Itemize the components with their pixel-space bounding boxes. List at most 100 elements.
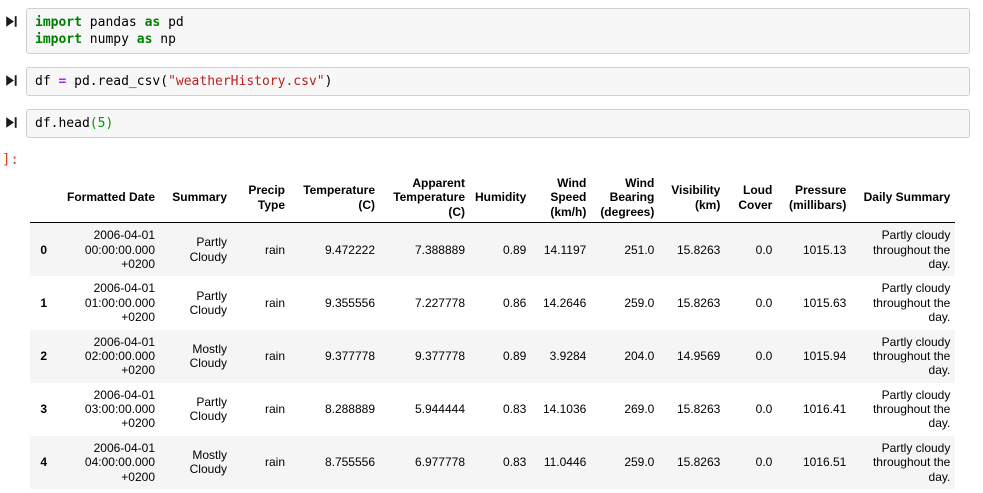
- column-header-apparent-temperature: Apparent Temperature (C): [380, 173, 470, 224]
- column-header-formatted-date: Formatted Date: [52, 173, 160, 224]
- table-row: 1 2006-04-01 01:00:00.000 +0200 Partly C…: [30, 276, 955, 329]
- column-header-visibility: Visibility (km): [659, 173, 726, 224]
- cell-humidity: 0.86: [502, 295, 527, 310]
- cell-daily-summary: Partly cloudy throughout the day.: [872, 334, 951, 378]
- cell-humidity: 0.83: [502, 402, 527, 417]
- table-row: 0 2006-04-01 00:00:00.000 +0200 Partly C…: [30, 222, 956, 277]
- run-cell-icon[interactable]: [5, 15, 18, 28]
- cell-visibility: 14.9569: [676, 348, 721, 363]
- keyword-token: import: [35, 15, 82, 30]
- cell-loud-cover: 0.0: [755, 402, 773, 417]
- index-header: [30, 173, 52, 224]
- cell-pressure: 1016.41: [802, 402, 847, 417]
- code-cell-imports[interactable]: import pandas as pd import numpy as np: [26, 8, 970, 54]
- column-header-daily-summary: Daily Summary: [851, 173, 956, 224]
- code-token: pd.read_csv(: [66, 74, 169, 89]
- cell-precip-type: rain: [264, 402, 285, 417]
- cell-wind-speed: 11.0446: [543, 455, 587, 470]
- code-cell-row-imports: import pandas as pd import numpy as np: [0, 8, 983, 54]
- cell-loud-cover: 0.0: [755, 455, 773, 470]
- cell-summary: Mostly Cloudy: [189, 448, 227, 477]
- cell-temperature: 9.472222: [324, 242, 375, 257]
- code-token: pd: [160, 15, 184, 30]
- row-index: 1: [40, 295, 47, 310]
- code-line: df = pd.read_csv("weatherHistory.csv"): [35, 73, 961, 90]
- code-token: df: [35, 74, 59, 89]
- cell-prompt-area: [0, 109, 26, 129]
- dataframe-table: Formatted Date Summary Precip Type Tempe…: [30, 173, 956, 490]
- cell-summary: Partly Cloudy: [189, 288, 227, 317]
- cell-humidity: 0.89: [502, 348, 527, 363]
- cell-temperature: 9.355556: [324, 295, 375, 310]
- code-line: df.head(5): [35, 115, 961, 132]
- cell-visibility: 15.8263: [676, 295, 721, 310]
- cell-pressure: 1015.63: [802, 295, 847, 310]
- code-token: np: [152, 32, 176, 47]
- table-row: 4 2006-04-01 04:00:00.000 +0200 Mostly C…: [30, 435, 956, 490]
- cell-wind-bearing: 204.0: [624, 348, 655, 363]
- row-index: 4: [40, 455, 47, 470]
- cell-loud-cover: 0.0: [755, 295, 773, 310]
- column-header-humidity: Humidity: [470, 173, 532, 224]
- cell-visibility: 15.8263: [676, 455, 721, 470]
- column-header-precip-type: Precip Type: [232, 173, 290, 224]
- column-header-loud-cover: Loud Cover: [725, 173, 778, 224]
- row-index: 0: [40, 242, 47, 257]
- cell-wind-bearing: 259.0: [624, 455, 655, 470]
- string-token: "weatherHistory.csv": [168, 74, 325, 89]
- cell-prompt-area: [0, 8, 26, 28]
- cell-formatted-date: 2006-04-01 03:00:00.000 +0200: [84, 387, 155, 431]
- cell-humidity: 0.83: [502, 455, 527, 470]
- cell-precip-type: rain: [264, 455, 285, 470]
- code-token: pandas: [81, 15, 145, 30]
- cell-prompt-area: [0, 67, 26, 87]
- cell-formatted-date: 2006-04-01 01:00:00.000 +0200: [84, 281, 155, 325]
- cell-wind-bearing: 259.0: [624, 295, 655, 310]
- cell-pressure: 1015.13: [802, 242, 847, 257]
- code-cell-row-head: df.head(5): [0, 109, 983, 138]
- cell-visibility: 15.8263: [676, 402, 721, 417]
- cell-temperature: 9.377778: [324, 348, 375, 363]
- code-line: import pandas as pd: [35, 14, 961, 31]
- column-header-wind-speed: Wind Speed (km/h): [531, 173, 592, 224]
- keyword-token: as: [144, 15, 161, 30]
- cell-wind-speed: 3.9284: [549, 348, 587, 363]
- cell-loud-cover: 0.0: [755, 348, 773, 363]
- output-prompt: ]:: [2, 152, 19, 168]
- cell-precip-type: rain: [264, 295, 285, 310]
- number-token: (5): [89, 116, 114, 131]
- cell-wind-speed: 14.1036: [542, 402, 587, 417]
- cell-apparent-temperature: 5.944444: [414, 402, 465, 417]
- cell-loud-cover: 0.0: [755, 242, 773, 257]
- code-token: ): [324, 74, 333, 89]
- operator-token: =: [58, 74, 67, 89]
- cell-apparent-temperature: 7.227778: [414, 295, 465, 310]
- column-header-temperature: Temperature (C): [290, 173, 380, 224]
- cell-summary: Partly Cloudy: [189, 394, 227, 424]
- row-index: 2: [40, 348, 47, 363]
- run-cell-icon[interactable]: [5, 116, 18, 129]
- cell-summary: Mostly Cloudy: [189, 341, 227, 371]
- column-header-wind-bearing: Wind Bearing (degrees): [591, 173, 660, 224]
- cell-apparent-temperature: 6.977778: [414, 455, 465, 470]
- cell-daily-summary: Partly cloudy throughout the day.: [872, 228, 951, 271]
- cell-temperature: 8.288889: [324, 402, 375, 417]
- code-token: df.head: [35, 116, 90, 131]
- cell-humidity: 0.89: [502, 242, 527, 257]
- code-cell-head[interactable]: df.head(5): [26, 109, 970, 138]
- cell-precip-type: rain: [264, 242, 285, 257]
- cell-formatted-date: 2006-04-01 00:00:00.000 +0200: [84, 228, 155, 271]
- code-token: numpy: [81, 32, 137, 47]
- cell-formatted-date: 2006-04-01 04:00:00.000 +0200: [84, 440, 155, 484]
- cell-daily-summary: Partly cloudy throughout the day.: [872, 440, 951, 484]
- cell-temperature: 8.755556: [324, 455, 375, 470]
- cell-apparent-temperature: 7.388889: [414, 242, 465, 257]
- code-cell-read-csv[interactable]: df = pd.read_csv("weatherHistory.csv"): [26, 67, 970, 96]
- table-row: 2 2006-04-01 02:00:00.000 +0200 Mostly C…: [30, 329, 956, 383]
- run-cell-icon[interactable]: [5, 74, 18, 87]
- dataframe-header: Formatted Date Summary Precip Type Tempe…: [30, 173, 956, 224]
- code-line: import numpy as np: [35, 31, 961, 48]
- cell-precip-type: rain: [264, 348, 285, 363]
- dataframe-body: 0 2006-04-01 00:00:00.000 +0200 Partly C…: [30, 222, 956, 490]
